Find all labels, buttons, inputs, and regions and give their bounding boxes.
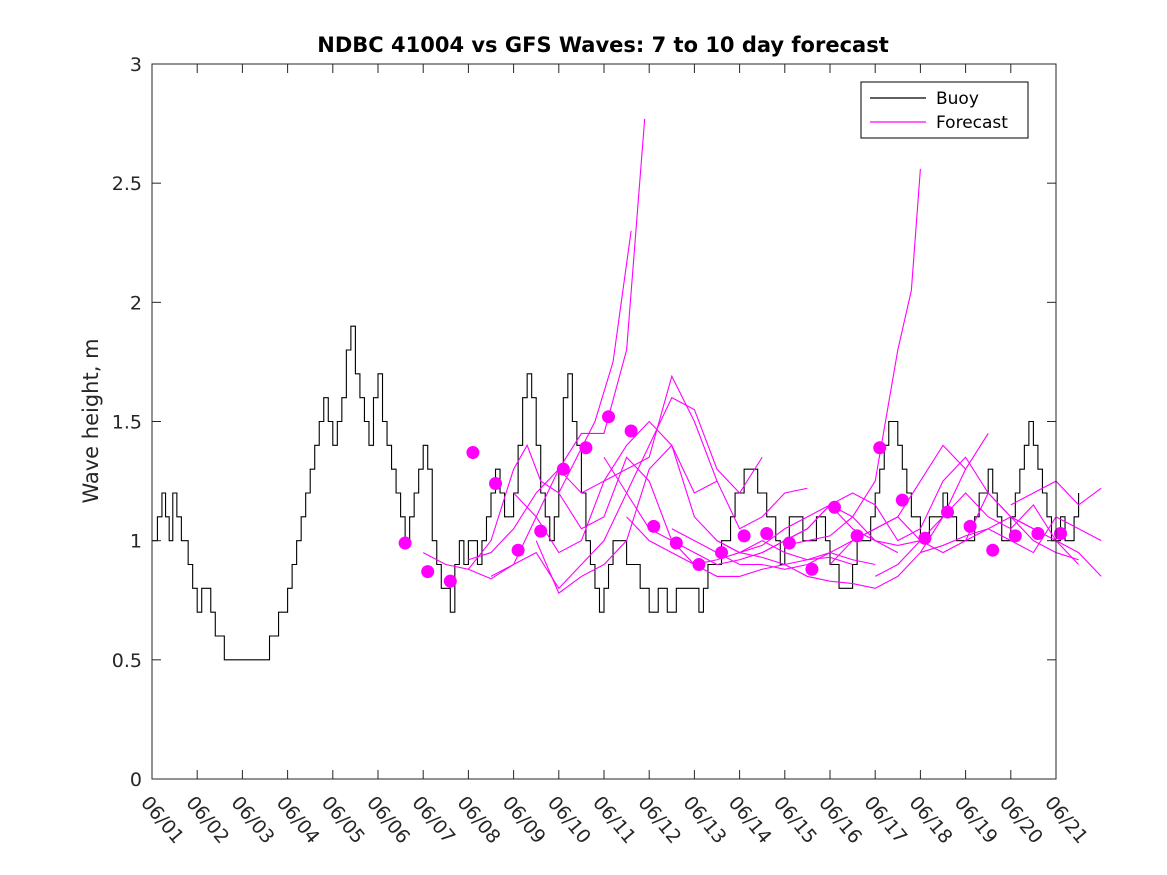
y-tick-label: 3 [130, 54, 142, 76]
forecast-point [579, 441, 593, 455]
forecast-line-17 [965, 516, 1102, 554]
forecast-point [511, 543, 525, 557]
y-tick-label: 1 [130, 531, 142, 553]
forecast-point [647, 519, 661, 533]
forecast-point [715, 546, 729, 560]
forecast-point [624, 424, 638, 438]
forecast-line-16 [920, 516, 1102, 577]
forecast-point [873, 441, 887, 455]
forecast-point [489, 476, 503, 490]
y-axis-label: Wave height, m [79, 338, 103, 503]
forecast-line-6 [535, 444, 853, 594]
forecast-point [556, 462, 570, 476]
forecast-point [850, 529, 864, 543]
forecast-line-1 [422, 230, 632, 570]
y-tick-label: 1.5 [112, 412, 142, 434]
forecast-point [443, 574, 457, 588]
y-tick-label: 2 [130, 292, 142, 314]
forecast-point [692, 558, 706, 571]
chart-title: NDBC 41004 vs GFS Waves: 7 to 10 day for… [317, 33, 888, 57]
forecast-point [805, 562, 819, 576]
y-tick-label: 2.5 [112, 173, 142, 195]
forecast-line-9 [626, 504, 921, 566]
y-tick-label: 0 [130, 769, 142, 791]
forecast-line-5 [513, 374, 808, 554]
legend-forecast-label: Forecast [936, 113, 1008, 133]
forecast-line-13 [784, 168, 921, 546]
plot-area [152, 64, 1056, 779]
forecast-point [602, 410, 616, 424]
forecast-point [986, 543, 1000, 557]
forecast-point [1008, 529, 1022, 543]
legend-box [860, 81, 1029, 139]
forecast-line-15 [874, 492, 1079, 577]
forecast-point [398, 536, 412, 550]
y-tick-label: 0.5 [112, 650, 142, 672]
forecast-point [963, 519, 977, 533]
forecast-point [782, 536, 796, 550]
series-layer [152, 118, 1102, 661]
forecast-line-14 [829, 492, 1079, 565]
forecast-point [941, 505, 955, 519]
forecast-line-7 [558, 456, 876, 577]
forecast-point [466, 445, 480, 459]
forecast-point [669, 536, 683, 550]
forecast-point [1054, 527, 1068, 541]
forecast-point [918, 531, 932, 545]
legend: Buoy Forecast [860, 81, 1029, 139]
forecast-point [421, 565, 435, 579]
forecast-line-3 [468, 420, 718, 561]
legend-buoy-label: Buoy [936, 89, 979, 109]
forecast-point [895, 493, 909, 507]
forecast-point [737, 529, 751, 543]
forecast-point [1031, 527, 1045, 541]
forecast-point [760, 527, 774, 541]
forecast-point [534, 524, 548, 538]
forecast-point [828, 500, 842, 514]
